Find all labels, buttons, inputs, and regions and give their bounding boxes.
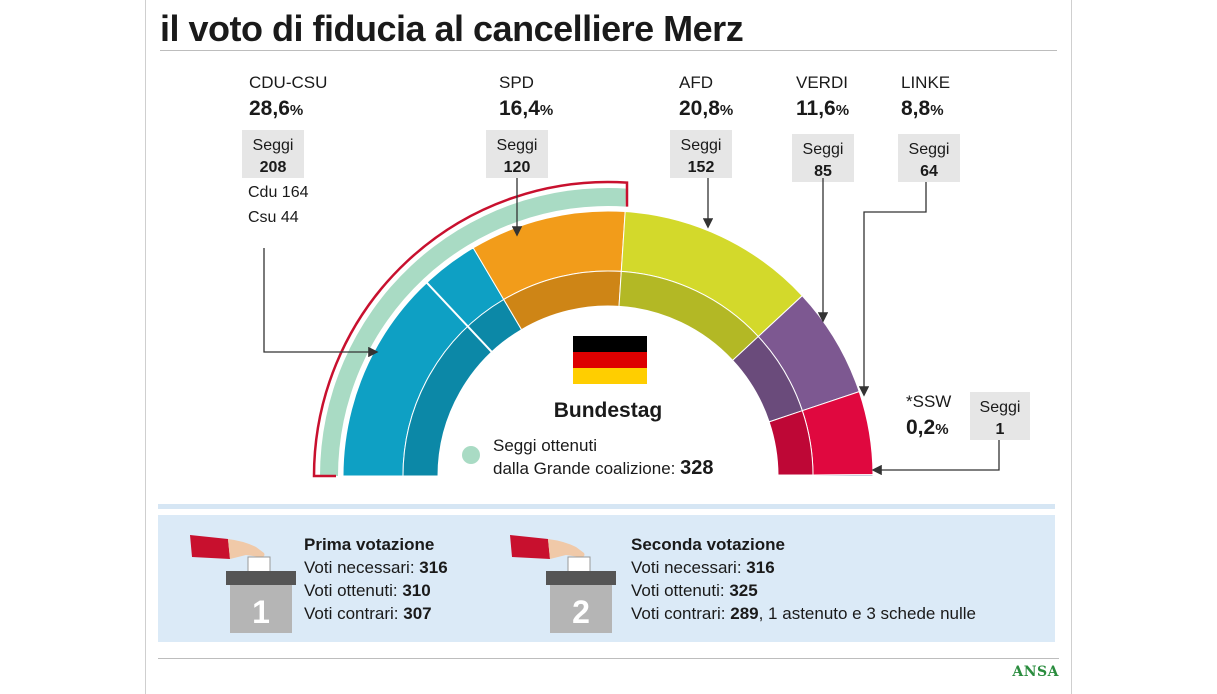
coalition-seats-value: 328 <box>680 457 713 479</box>
seats-value: 208 <box>260 159 287 176</box>
leader-line <box>871 440 1000 476</box>
seats-box <box>792 134 854 182</box>
seats-box <box>242 130 304 178</box>
vote-2-block: Seconda votazione Voti necessari: 316 Vo… <box>631 533 976 625</box>
panel-top-bar <box>158 504 1055 509</box>
infographic-card: il voto di fiducia al cancelliere Merz B… <box>145 0 1072 694</box>
seats-box <box>670 130 732 178</box>
party-percent: 11,6% <box>796 97 849 120</box>
party-percent: 8,8% <box>901 97 944 120</box>
flag-stripe <box>573 336 647 352</box>
page-title: il voto di fiducia al cancelliere Merz <box>160 8 744 49</box>
percent-unit: % <box>720 102 733 119</box>
seats-breakdown: Csu 44 <box>248 209 299 226</box>
seats-value: 120 <box>504 159 531 176</box>
seats-box <box>486 130 548 178</box>
party-name: CDU-CSU <box>249 73 327 92</box>
percent-unit: % <box>836 102 849 119</box>
cdu-csu-divider <box>426 281 493 353</box>
seat-bar <box>812 474 874 477</box>
vote-2-needed: Voti necessari: 316 <box>631 558 775 577</box>
leader-line <box>263 248 379 358</box>
seats-label: Seggi <box>909 141 950 158</box>
seats-value: 1 <box>996 421 1005 438</box>
bundestag-chart: Bundestag Seggi ottenuti dalla Grande coal… <box>242 73 1030 479</box>
vote-2-obtained: Voti ottenuti: 325 <box>631 581 758 600</box>
seats-box <box>970 392 1030 440</box>
vote-2-title: Seconda votazione <box>631 535 785 554</box>
party-percent: 16,4% <box>499 97 553 120</box>
coalition-outline <box>312 180 629 478</box>
ballot-box-icon: 1 <box>190 535 296 633</box>
seats-label: Seggi <box>497 137 538 154</box>
percent-unit: % <box>935 421 948 438</box>
coalition-legend-swatch <box>462 446 480 464</box>
ballot-box-icon: 2 <box>510 535 616 633</box>
seats-breakdown: Cdu 164 <box>248 184 309 201</box>
party-percent: 0,2% <box>906 416 949 439</box>
seats-value: 64 <box>920 163 938 180</box>
leader-line <box>858 182 927 397</box>
percent-unit: % <box>290 102 303 119</box>
party-name: VERDI <box>796 73 848 92</box>
vote-1-title: Prima votazione <box>304 535 435 554</box>
votes-panel: 1 Prima votazione Voti necessari: 316 Vo… <box>158 515 1055 642</box>
seats-label: Seggi <box>681 137 722 154</box>
vote-1-needed: Voti necessari: 316 <box>304 558 448 577</box>
coalition-legend-label: dalla Grande coalizione: 328 <box>493 457 714 479</box>
party-name: *SSW <box>906 392 951 411</box>
vote-1-block: Prima votazione Voti necessari: 316 Voti… <box>304 533 448 625</box>
title-divider <box>160 50 1057 51</box>
party-name: SPD <box>499 73 534 92</box>
party-name: AFD <box>679 73 713 92</box>
seats-value: 152 <box>688 159 715 176</box>
seats-label: Seggi <box>980 399 1021 416</box>
percent-unit: % <box>540 102 553 119</box>
vote-2-against: Voti contrari: 289, 1 astenuto e 3 sched… <box>631 604 976 623</box>
party-percent: 20,8% <box>679 97 733 120</box>
ballot-number-1: 1 <box>252 594 270 630</box>
flag-stripe <box>573 368 647 384</box>
coalition-legend-label: Seggi ottenuti <box>493 436 597 455</box>
seats-label: Seggi <box>803 141 844 158</box>
seats-value: 85 <box>814 163 832 180</box>
party-percent: 28,6% <box>249 97 303 120</box>
vote-1-against: Voti contrari: 307 <box>304 604 432 623</box>
seats-box <box>898 134 960 182</box>
percent-unit: % <box>930 102 943 119</box>
flag-stripe <box>573 352 647 368</box>
ballot-number-2: 2 <box>572 594 590 630</box>
seat-bar-inner <box>777 474 814 477</box>
footer-divider <box>158 658 1059 659</box>
party-name: LINKE <box>901 73 950 92</box>
vote-1-obtained: Voti ottenuti: 310 <box>304 581 431 600</box>
chamber-label: Bundestag <box>554 399 663 422</box>
ansa-logo: ANSA <box>1012 664 1059 680</box>
seats-label: Seggi <box>253 137 294 154</box>
